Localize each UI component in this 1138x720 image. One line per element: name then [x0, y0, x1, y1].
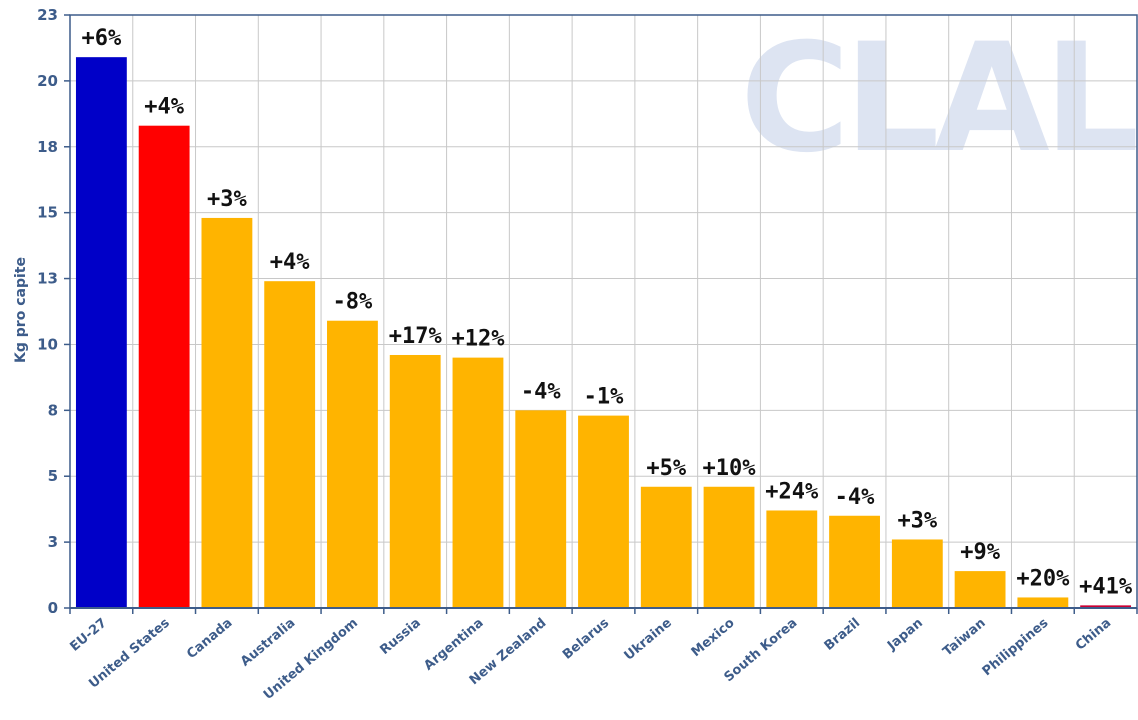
bar-eu-27 — [75, 57, 127, 609]
category-label: Australia — [238, 616, 298, 670]
bar-south-korea — [766, 510, 818, 608]
data-label: +4% — [144, 95, 184, 120]
bar-australia — [264, 281, 316, 608]
data-label: -4% — [521, 379, 561, 404]
category-label: China — [1073, 616, 1114, 654]
data-label: +17% — [389, 324, 443, 349]
y-tick-label: 10 — [37, 335, 58, 353]
data-label: +5% — [646, 456, 686, 481]
bar-ukraine — [640, 486, 692, 608]
y-tick-label: 13 — [37, 270, 58, 288]
axes — [69, 14, 1138, 614]
bar-mexico — [703, 486, 755, 608]
y-tick-label: 18 — [37, 138, 58, 156]
y-axis-label: Kg pro capite — [13, 257, 29, 363]
y-tick-labels: 0 3 5 8 10 13 15 18 20 23 — [37, 6, 70, 617]
bar-belarus — [578, 415, 629, 608]
category-label: Russia — [377, 616, 423, 658]
category-label: Canada — [184, 616, 235, 662]
data-label: +3% — [207, 187, 247, 212]
data-label: -1% — [584, 385, 624, 410]
data-label: +4% — [270, 250, 310, 275]
bar-china — [1080, 605, 1132, 608]
bar-new-zealand — [515, 410, 567, 608]
data-label: +3% — [897, 508, 937, 533]
data-label: +24% — [765, 479, 819, 504]
bar-argentina — [452, 357, 504, 608]
bar-japan — [891, 539, 943, 608]
bar-united-kingdom — [327, 320, 378, 608]
bar-united-states — [138, 125, 190, 609]
y-tick-label: 20 — [37, 72, 58, 90]
y-tick-label: 15 — [37, 204, 58, 222]
category-label: Belarus — [560, 615, 612, 662]
bar-taiwan — [954, 571, 1006, 608]
data-labels: +6% +4% +3% +4% -8% +17% +12% -4% -1% +5% +10% +24%… — [82, 26, 1133, 599]
category-label: Philippines — [980, 615, 1052, 679]
category-label: Japan — [884, 616, 926, 654]
category-label: Argentina — [421, 616, 486, 674]
data-label: +41% — [1079, 574, 1133, 599]
y-tick-label: 8 — [48, 401, 58, 419]
data-label: +12% — [451, 327, 505, 352]
data-label: +20% — [1016, 566, 1070, 591]
data-label: +10% — [703, 456, 757, 481]
bar-philippines — [1017, 597, 1069, 608]
y-tick-label: 5 — [48, 467, 58, 485]
y-tick-label: 23 — [37, 6, 58, 24]
bar-canada — [201, 217, 253, 608]
data-label: +6% — [82, 26, 122, 51]
category-label: Ukraine — [622, 615, 675, 663]
watermark-logo: CLAL — [740, 12, 1136, 186]
y-tick-label: 3 — [48, 533, 58, 551]
y-tick-label: 0 — [48, 599, 58, 617]
bars — [75, 57, 1132, 609]
data-label: +9% — [960, 540, 1000, 565]
data-label: -4% — [835, 485, 875, 510]
category-label: EU-27 — [67, 616, 110, 655]
bar-brazil — [829, 515, 880, 608]
bar-russia — [389, 354, 441, 608]
data-label: -8% — [333, 290, 373, 315]
category-label: Brazil — [822, 616, 863, 654]
category-label: Mexico — [689, 616, 738, 660]
category-label: Taiwan — [940, 616, 988, 660]
